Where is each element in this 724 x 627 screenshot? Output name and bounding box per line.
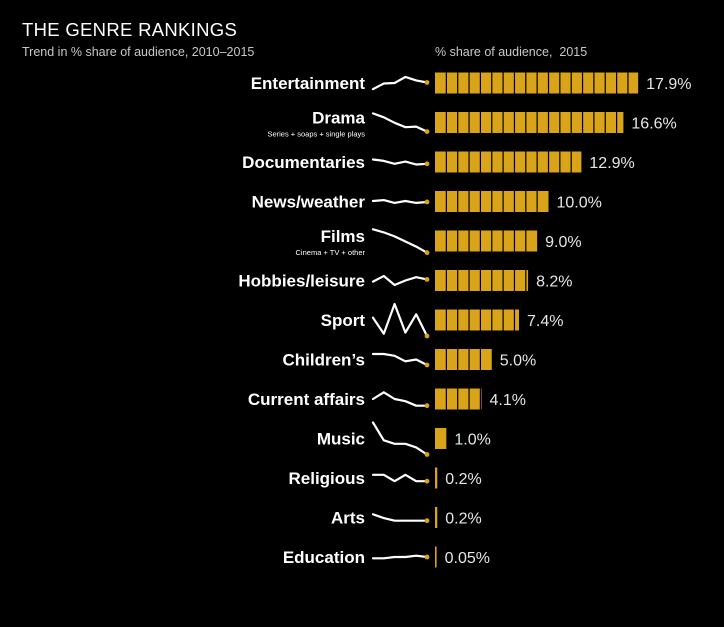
sparkline-arts [371,513,429,522]
sparkline-end-dot-arts [424,518,430,524]
sparkline-hobbies-leisure [371,274,429,287]
sparkline-end-dot-documentaries [424,161,430,167]
sparkline-end-dot-music [424,452,430,457]
label-music: Music [317,430,365,449]
value-label-current-affairs: 4.1% [490,392,526,409]
label-films: Films [321,227,365,246]
value-label-news-weather: 10.0% [557,195,602,212]
sparkline-films [371,228,429,254]
value-label-sport: 7.4% [527,313,563,330]
label-sport: Sport [321,311,366,330]
sublabel-drama: Series + soaps + single plays [267,130,365,139]
bar-religious [435,467,438,489]
sparkline-music [371,421,429,456]
label-current-affairs: Current affairs [248,390,365,409]
sparkline-end-dot-news-weather [424,199,430,205]
bar-sport [435,309,519,331]
sparkline-end-dot-films [424,250,430,256]
value-label-arts: 0.2% [445,511,481,528]
bar-education [435,546,437,568]
value-label-documentaries: 12.9% [589,155,634,172]
label-religious: Religious [288,469,365,488]
label-news-weather: News/weather [252,193,366,212]
sparkline-drama [371,112,429,133]
chart-title: THE GENRE RANKINGS [22,19,238,40]
sparkline-end-dot-children-s [424,362,430,368]
sparkline-end-dot-drama [424,129,430,134]
axis-title: % share of audience, 2015 [435,45,588,59]
value-label-education: 0.05% [445,550,490,567]
sparkline-religious [371,473,429,483]
sparkline-entertainment [371,75,429,91]
value-label-children-s: 5.0% [500,353,536,370]
label-entertainment: Entertainment [251,74,366,93]
value-label-religious: 0.2% [445,471,481,488]
label-arts: Arts [331,509,365,528]
bar-music [435,428,447,449]
sparkline-end-dot-entertainment [424,80,430,85]
sparkline-end-dot-religious [424,478,430,484]
value-label-entertainment: 17.9% [646,76,691,93]
label-children-s: Children’s [283,351,366,370]
value-label-drama: 16.6% [631,116,676,133]
value-label-hobbies-leisure: 8.2% [536,274,572,291]
sublabel-films: Cinema + TV + other [296,248,366,257]
bar-films [435,230,538,252]
sparkline-documentaries [371,158,429,166]
sparkline-end-dot-hobbies-leisure [424,276,430,282]
bar-documentaries [435,151,582,173]
sparkline-sport [371,302,429,338]
sparkline-end-dot-sport [424,333,430,339]
sparkline-end-dot-education [424,554,430,560]
label-education: Education [283,548,365,567]
sparkline-education [371,554,429,560]
bar-children-s [435,349,492,370]
bar-drama [435,112,624,133]
value-label-films: 9.0% [545,234,581,251]
sparkline-children-s [371,352,429,367]
sparkline-news-weather [371,199,429,204]
label-drama: Drama [312,109,365,128]
label-documentaries: Documentaries [242,153,365,172]
chart-subtitle: Trend in % share of audience, 2010–2015 [22,45,255,59]
value-label-music: 1.0% [454,432,490,449]
sparkline-end-dot-current-affairs [424,403,430,409]
bar-arts [435,507,438,528]
sparkline-current-affairs [371,391,429,407]
label-hobbies-leisure: Hobbies/leisure [238,272,365,291]
